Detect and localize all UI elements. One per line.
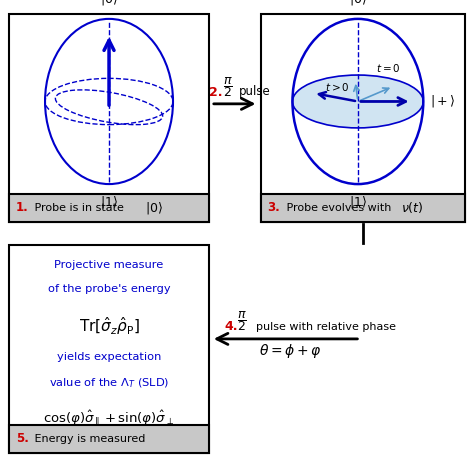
Text: $|0\rangle$: $|0\rangle$ <box>100 0 118 7</box>
Text: $t>0$: $t>0$ <box>325 81 350 93</box>
Text: $|1\rangle$: $|1\rangle$ <box>100 194 118 211</box>
Text: 2.: 2. <box>209 86 222 99</box>
Text: $t=0$: $t=0$ <box>376 62 401 74</box>
Bar <box>261 194 465 222</box>
Bar <box>9 194 209 222</box>
Text: $|0\rangle$: $|0\rangle$ <box>145 200 163 216</box>
Bar <box>9 425 209 453</box>
Text: Projective measure: Projective measure <box>55 260 164 270</box>
Text: Probe is in state: Probe is in state <box>31 202 128 213</box>
Text: $\dfrac{\pi}{2}$: $\dfrac{\pi}{2}$ <box>223 75 233 99</box>
Text: $|0\rangle$: $|0\rangle$ <box>349 0 367 7</box>
Text: Probe evolves with: Probe evolves with <box>283 202 394 213</box>
Text: $\theta = \phi + \varphi$: $\theta = \phi + \varphi$ <box>259 342 322 360</box>
Text: pulse with relative phase: pulse with relative phase <box>256 322 396 332</box>
Text: $\mathrm{Tr}[\hat{\sigma}_z\hat{\rho}_\mathrm{P}]$: $\mathrm{Tr}[\hat{\sigma}_z\hat{\rho}_\m… <box>79 315 139 337</box>
Bar <box>9 14 209 222</box>
Ellipse shape <box>292 75 423 128</box>
Text: value of the $\Lambda_T$ (SLD): value of the $\Lambda_T$ (SLD) <box>49 376 169 390</box>
Text: 4.: 4. <box>224 320 237 333</box>
Text: pulse: pulse <box>238 84 270 98</box>
Text: $|+\rangle$: $|+\rangle$ <box>430 93 456 110</box>
Text: yields expectation: yields expectation <box>57 352 161 362</box>
Text: $\dfrac{\pi}{2}$: $\dfrac{\pi}{2}$ <box>237 309 246 333</box>
Text: 3.: 3. <box>267 201 280 214</box>
Text: $\cos(\varphi)\hat{\sigma}_{\parallel} + \sin(\varphi)\hat{\sigma}_{\perp}$: $\cos(\varphi)\hat{\sigma}_{\parallel} +… <box>44 408 174 428</box>
Bar <box>261 14 465 222</box>
Text: $\nu(t)$: $\nu(t)$ <box>401 200 423 215</box>
Text: 5.: 5. <box>16 432 28 446</box>
Text: of the probe's energy: of the probe's energy <box>48 284 170 294</box>
Text: 1.: 1. <box>16 201 28 214</box>
Text: Energy is measured: Energy is measured <box>31 434 146 444</box>
Text: $|1\rangle$: $|1\rangle$ <box>349 194 367 211</box>
Bar <box>9 245 209 453</box>
